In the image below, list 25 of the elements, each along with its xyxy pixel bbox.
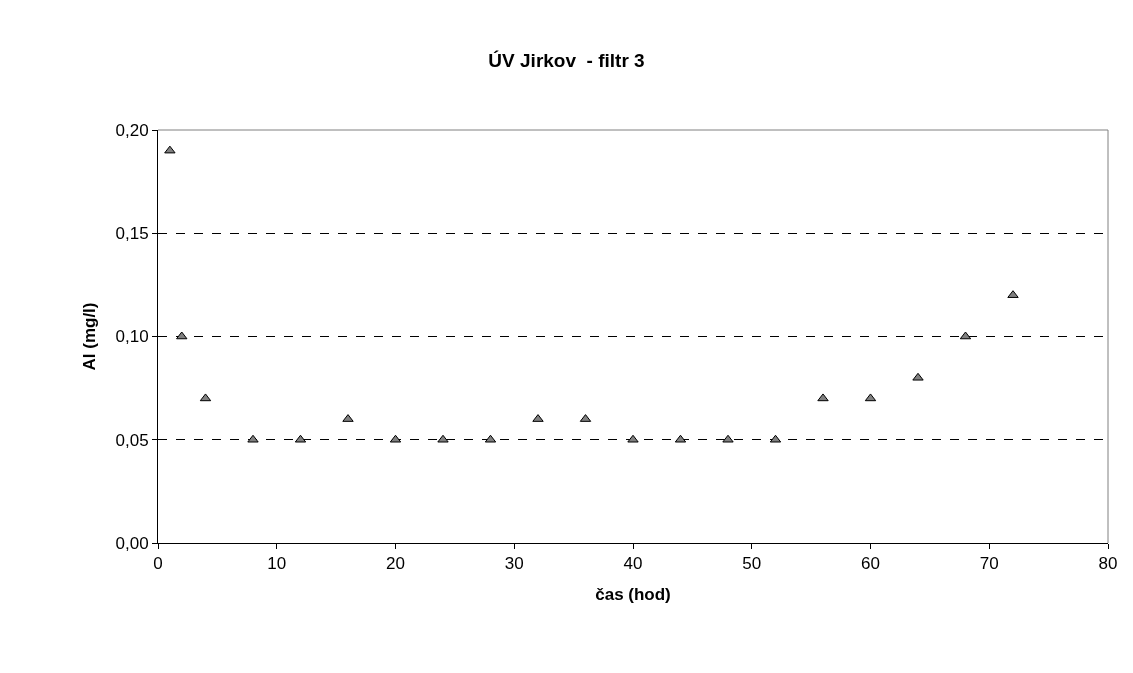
y-axis-title: Al (mg/l) <box>80 302 100 371</box>
x-tick-label: 40 <box>623 554 643 574</box>
point <box>437 434 449 443</box>
x-axis-title: čas (hod) <box>595 584 671 604</box>
x-tick-label: 80 <box>1098 554 1118 574</box>
x-tick-label: 0 <box>153 554 163 574</box>
point <box>247 434 259 443</box>
point <box>164 145 176 154</box>
y-tick-label: 0,10 <box>115 327 149 347</box>
x-tick-label: 60 <box>861 554 880 574</box>
y-tick-label: 0,15 <box>115 224 149 244</box>
x-tick-label: 70 <box>979 554 999 574</box>
x-tick-label: 50 <box>742 554 762 574</box>
x-tick-label: 30 <box>504 554 524 574</box>
x-tick-label: 20 <box>386 554 405 574</box>
y-tick-label: 0,20 <box>115 120 149 140</box>
point <box>817 393 829 402</box>
chart-title: ÚV Jirkov - filtr 3 <box>488 50 645 72</box>
point <box>176 331 188 340</box>
point <box>627 434 639 443</box>
point <box>722 434 734 443</box>
point <box>912 372 924 381</box>
y-tick-label: 0,00 <box>115 533 149 553</box>
x-tick-label: 10 <box>267 554 287 574</box>
y-tick-label: 0,05 <box>115 430 149 450</box>
